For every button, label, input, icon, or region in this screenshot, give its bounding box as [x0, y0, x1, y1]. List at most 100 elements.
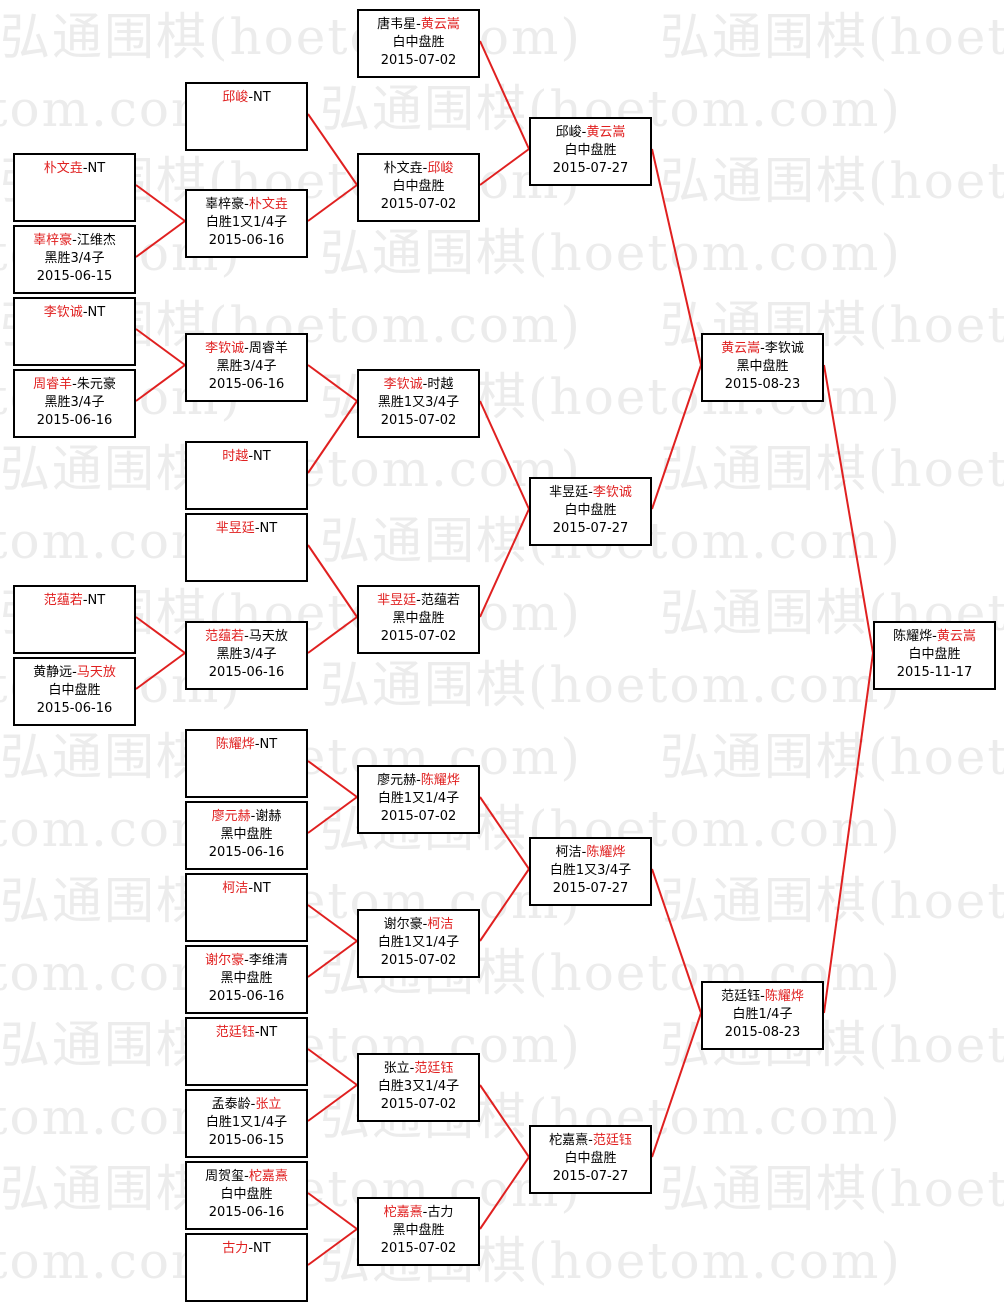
match-players: 辜梓豪-朴文垚	[187, 196, 306, 214]
separator: -	[72, 233, 77, 248]
player-1: 孟泰龄	[211, 1097, 251, 1112]
match-result: 黑胜3/4子	[216, 359, 277, 374]
match-date: 2015-07-02	[380, 197, 457, 212]
match-players: 柁嘉熹-范廷钰	[531, 1132, 650, 1150]
match-date: 2015-06-16	[208, 233, 285, 248]
match-box: 柯洁-NT	[185, 873, 308, 942]
separator: -	[248, 1241, 254, 1256]
match-players: 唐韦星-黄云嵩	[359, 16, 478, 34]
match-date: 2015-07-27	[552, 161, 629, 176]
connector-line	[479, 40, 530, 150]
match-date: 2015-08-23	[724, 377, 801, 392]
player-2: 谢赫	[255, 809, 282, 824]
match-players: 张立-范廷钰	[359, 1060, 478, 1078]
connector-line	[307, 1192, 358, 1230]
connector-line	[307, 364, 358, 402]
match-box: 周睿羊-朱元豪 黑胜3/4子 2015-06-16	[13, 369, 136, 438]
connector-line	[307, 616, 358, 654]
player-1: 谢尔豪	[383, 917, 423, 932]
player-2: 李钦诚	[592, 485, 632, 500]
player-2: 柁嘉熹	[248, 1169, 288, 1184]
match-date: 2015-06-15	[208, 1133, 285, 1148]
match-result: 黑中盘胜	[392, 1223, 445, 1238]
player-1: 柯洁	[222, 881, 249, 896]
player-1: 廖元赫	[377, 773, 417, 788]
connector-line	[479, 148, 530, 186]
player-1: 芈昱廷	[377, 593, 417, 608]
match-players: 范廷钰-NT	[187, 1024, 306, 1042]
match-box: 黄云嵩-李钦诚 黑中盘胜 2015-08-23	[701, 333, 824, 402]
match-result: 黑胜3/4子	[44, 395, 105, 410]
watermark-text: 弘通围棋(hoetom.com)	[660, 8, 1004, 66]
match-box: 邱峻-黄云嵩 白中盘胜 2015-07-27	[529, 117, 652, 186]
match-date: 2015-08-23	[724, 1025, 801, 1040]
match-result: 白中盘胜	[564, 1151, 617, 1166]
match-players: 辜梓豪-江维杰	[15, 232, 134, 250]
match-box: 范蕴若-马天放 黑胜3/4子 2015-06-16	[185, 621, 308, 690]
player-1: 芈昱廷	[549, 485, 589, 500]
player-1: 李钦诚	[205, 341, 245, 356]
connector-line	[307, 1084, 358, 1122]
watermark-text: 弘通围棋(hoetom.com)	[660, 440, 1004, 498]
match-box: 柁嘉熹-古力 黑中盘胜 2015-07-02	[357, 1197, 480, 1266]
player-2: NT	[253, 90, 271, 105]
separator: -	[244, 629, 249, 644]
separator: -	[581, 845, 587, 860]
separator: -	[254, 1025, 260, 1040]
connector-line	[307, 940, 358, 978]
connector-line	[651, 148, 702, 366]
player-2: 张立	[255, 1097, 282, 1112]
separator: -	[72, 665, 77, 680]
connector-line	[307, 796, 358, 834]
watermark-layer: 弘通围棋(hoetom.com) 弘通围棋(hoetom.com) 弘通围棋(hoe…	[0, 8, 1004, 1290]
watermark-text: 弘通围棋(hoetom.com)	[660, 728, 1004, 786]
match-players: 芈昱廷-NT	[187, 520, 306, 538]
player-2: 李钦诚	[764, 341, 804, 356]
player-1: 柯洁	[555, 845, 582, 860]
watermark-text: 弘通围棋(hoetom.com)	[660, 152, 1004, 210]
match-result: 白胜1又1/4子	[205, 1115, 288, 1130]
match-players: 邱峻-黄云嵩	[531, 124, 650, 142]
match-result: 白胜1又1/4子	[205, 215, 288, 230]
match-players: 朴文垚-NT	[15, 160, 134, 178]
match-players: 古力-NT	[187, 1240, 306, 1258]
match-box: 芈昱廷-范蕴若 黑中盘胜 2015-07-02	[357, 585, 480, 654]
match-box: 张立-范廷钰 白胜3又1/4子 2015-07-02	[357, 1053, 480, 1122]
match-date: 2015-06-16	[208, 989, 285, 1004]
player-2: 柯洁	[427, 917, 454, 932]
match-result: 黑胜3/4子	[44, 251, 105, 266]
match-box: 芈昱廷-NT	[185, 513, 308, 582]
match-box: 朴文垚-邱峻 白中盘胜 2015-07-02	[357, 153, 480, 222]
player-2: 时越	[427, 377, 454, 392]
player-1: 陈耀烨	[893, 629, 933, 644]
match-players: 朴文垚-邱峻	[359, 160, 478, 178]
separator: -	[72, 377, 77, 392]
match-date: 2015-07-02	[380, 1241, 457, 1256]
player-2: 陈耀烨	[420, 773, 460, 788]
connector-line	[307, 1228, 358, 1266]
match-date: 2015-06-16	[36, 701, 113, 716]
separator: -	[760, 989, 765, 1004]
match-box: 谢尔豪-柯洁 白胜1又1/4子 2015-07-02	[357, 909, 480, 978]
connector-line	[135, 220, 186, 258]
match-date: 2015-07-27	[552, 881, 629, 896]
player-1: 柁嘉熹	[383, 1205, 423, 1220]
separator: -	[248, 881, 254, 896]
connector-line	[135, 328, 186, 366]
player-2: 范廷钰	[592, 1133, 632, 1148]
match-date: 2015-07-02	[380, 1097, 457, 1112]
connector-line	[479, 1084, 530, 1158]
match-result: 白中盘胜	[48, 683, 101, 698]
connector-line	[651, 364, 702, 510]
match-result: 白中盘胜	[564, 503, 617, 518]
match-box: 谢尔豪-李维清 黑中盘胜 2015-06-16	[185, 945, 308, 1014]
player-1: 张立	[383, 1061, 410, 1076]
player-1: 周睿羊	[33, 377, 73, 392]
match-players: 李钦诚-时越	[359, 376, 478, 394]
separator: -	[254, 737, 260, 752]
match-players: 柯洁-NT	[187, 880, 306, 898]
match-date: 2015-07-02	[380, 413, 457, 428]
separator: -	[588, 1133, 593, 1148]
connector-line	[307, 113, 358, 186]
